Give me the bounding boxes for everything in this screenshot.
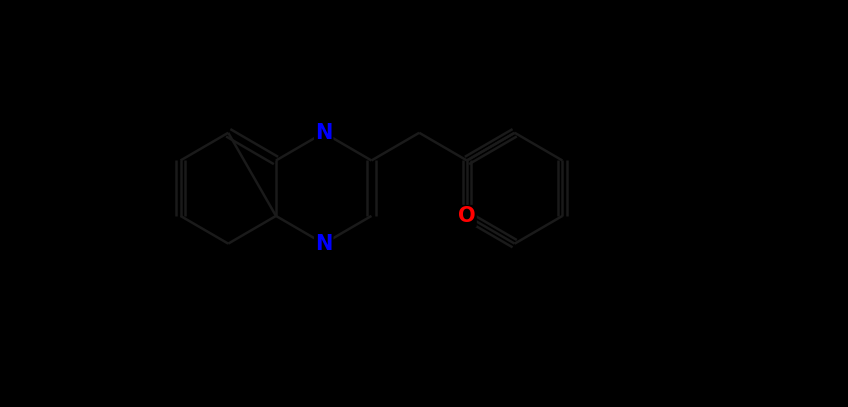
Text: N: N (315, 234, 332, 254)
Text: N: N (315, 123, 332, 143)
Text: O: O (458, 206, 476, 226)
